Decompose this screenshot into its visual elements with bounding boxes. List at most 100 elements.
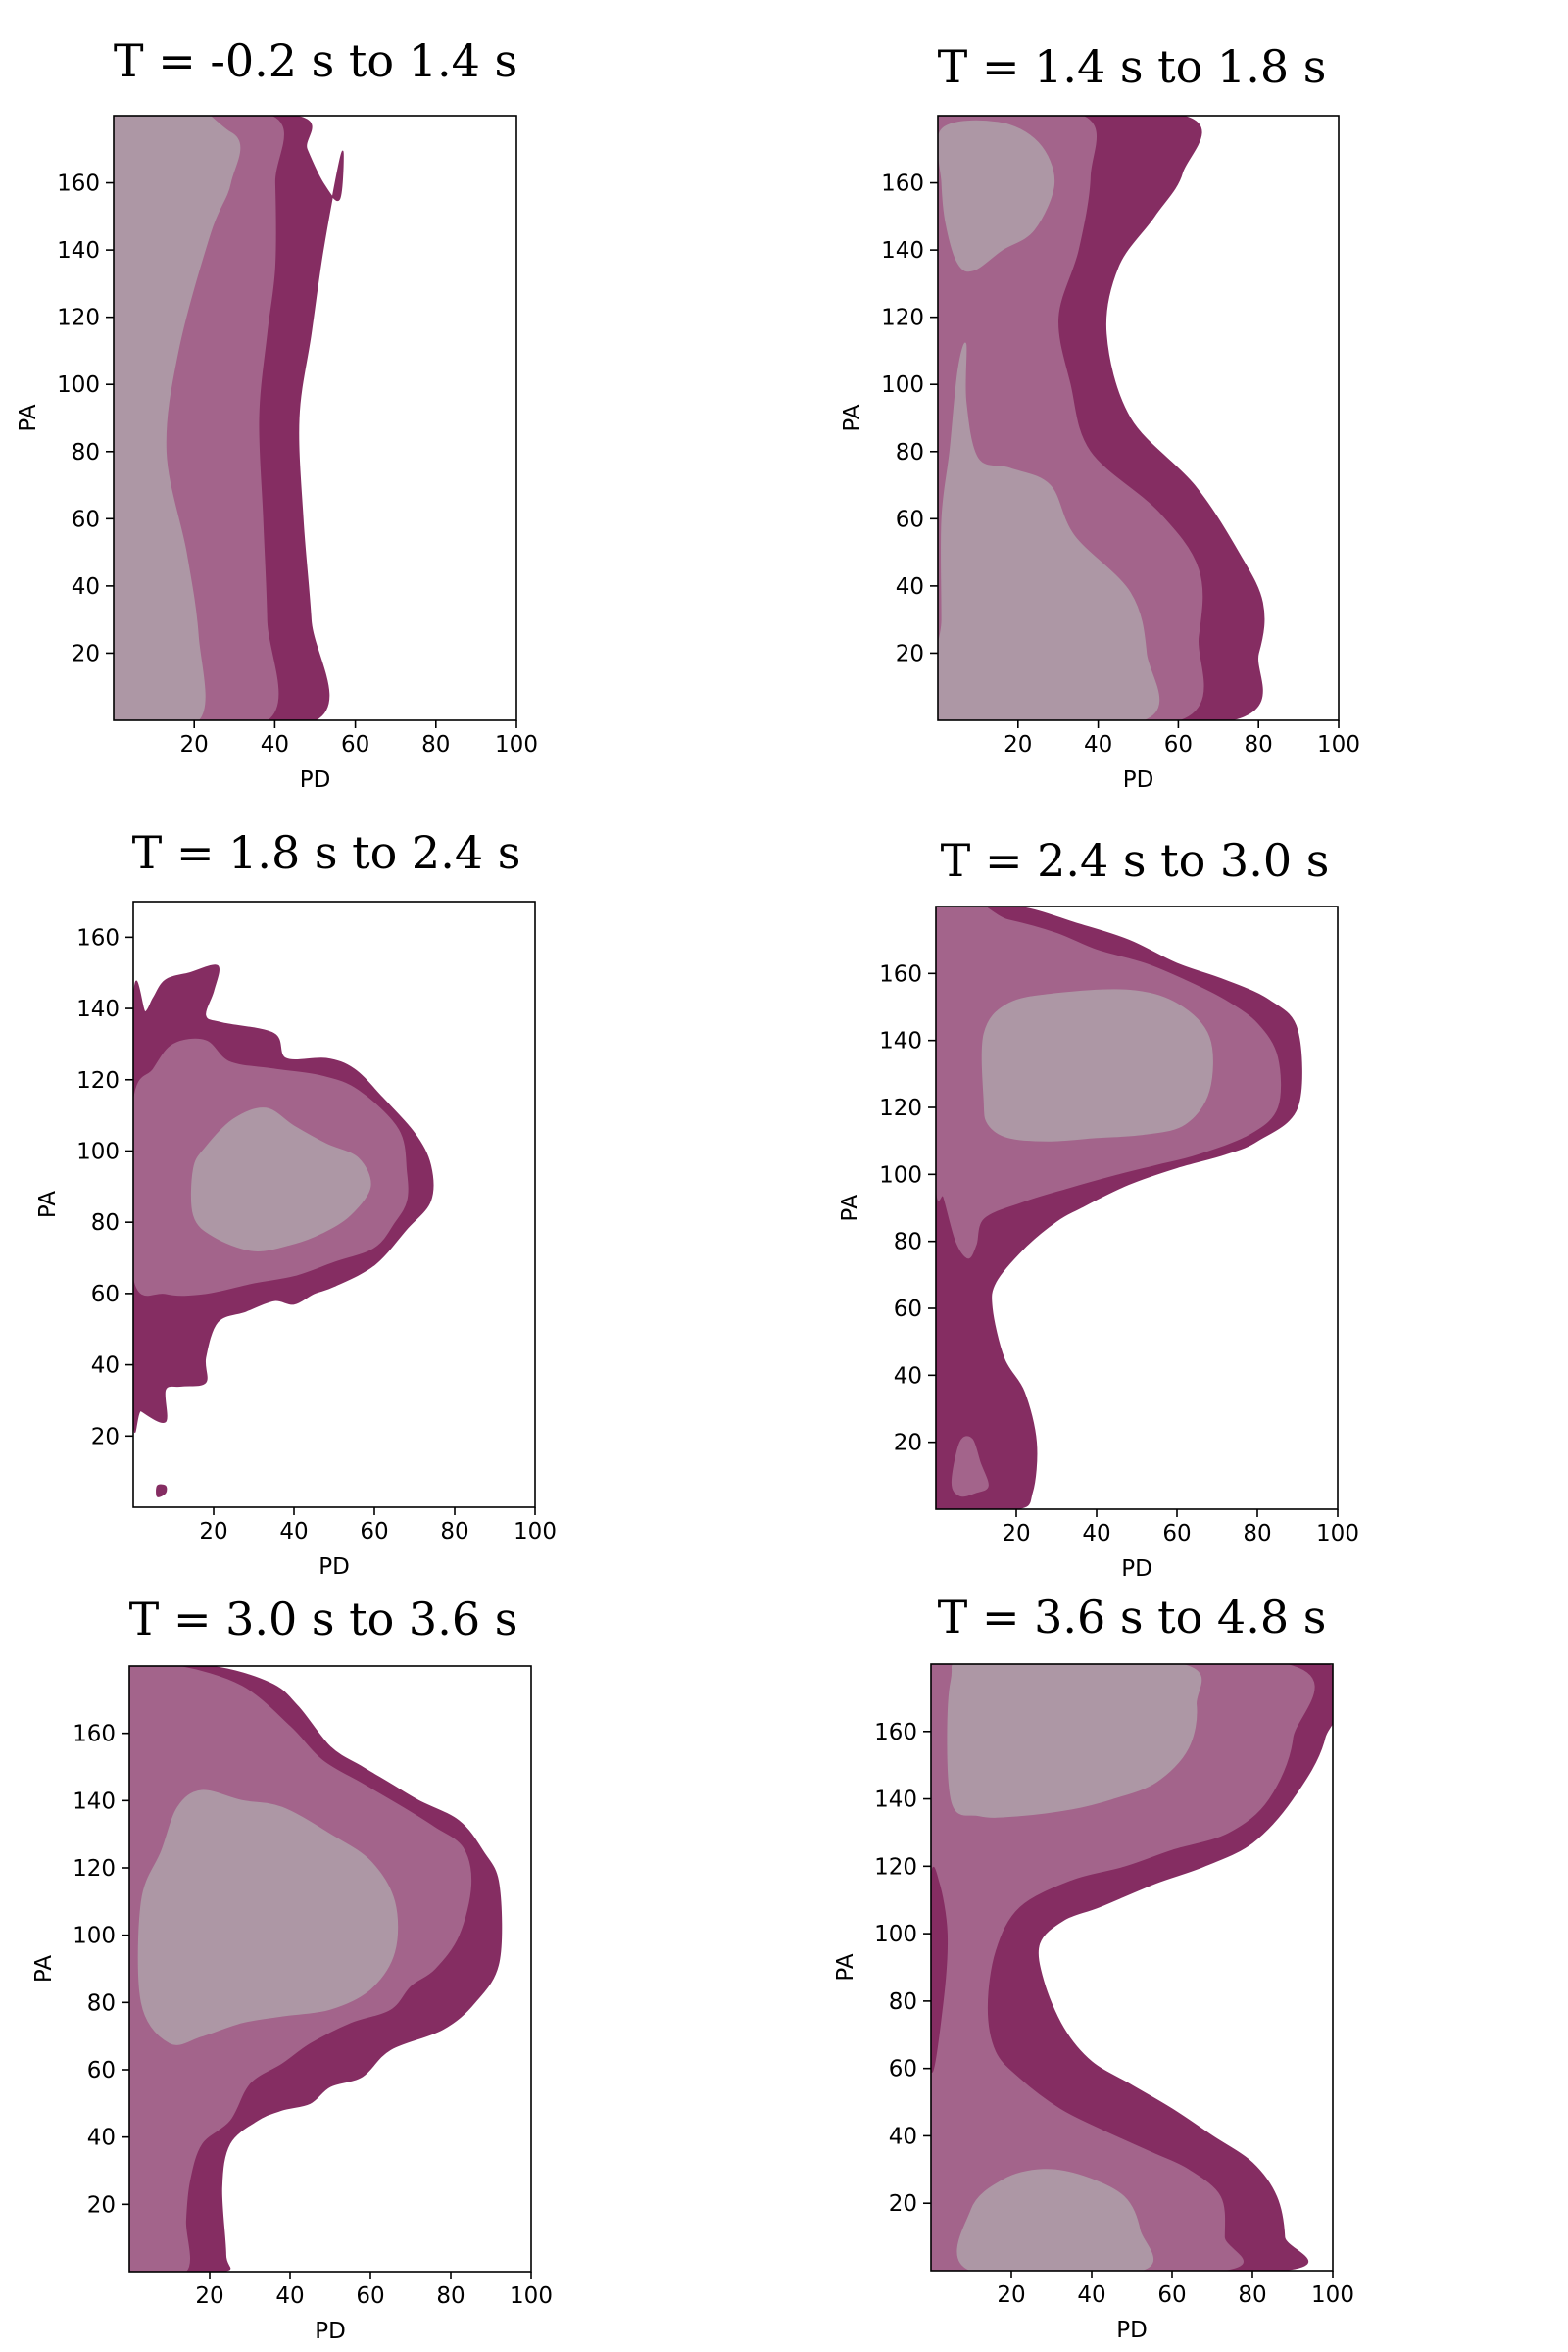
panel-3-ytick-label-20: 20	[91, 1424, 120, 1449]
panel-5-xtick-label-20: 20	[195, 2283, 223, 2309]
panel-1-contours	[114, 116, 344, 720]
panel-6-xtick-label-60: 60	[1157, 2282, 1186, 2308]
panel-4-xlabel: PD	[1121, 1556, 1152, 1582]
panel-1: T = -0.2 s to 1.4 s 20 40 60 80 100 20 40 60 80 10…	[16, 34, 538, 793]
panel-1-title: T = -0.2 s to 1.4 s	[114, 34, 517, 87]
panel-2-xtick-label-40: 40	[1084, 732, 1112, 758]
panel-4: T = 2.4 s to 3.0 s 20 40 60 80 100 20 40 60 80 100…	[838, 834, 1359, 1582]
panel-6-xlabel: PD	[1116, 2318, 1148, 2343]
panel-4-xtick-label-80: 80	[1243, 1521, 1271, 1546]
panel-5-title: T = 3.0 s to 3.6 s	[129, 1592, 518, 1645]
panel-1-ytick-label-160: 160	[57, 172, 100, 197]
panel-5-ytick-label-60: 60	[87, 2058, 116, 2083]
panel-1-ytick-label-120: 120	[57, 306, 100, 331]
panel-4-contour-level-4	[951, 1436, 989, 1497]
panel-2-contour-level-3	[938, 342, 1160, 720]
panel-2-ylabel: PA	[840, 404, 865, 431]
panel-4-xtick-label-60: 60	[1162, 1521, 1191, 1546]
panel-6-axes-frame	[930, 1663, 1334, 2272]
panel-2-xtick-label-80: 80	[1245, 732, 1273, 758]
panel-2-ytick-label-120: 120	[881, 306, 924, 331]
panel-6-title: T = 3.6 s to 4.8 s	[938, 1591, 1327, 1643]
panel-6-ytick-label-120: 120	[874, 1854, 917, 1880]
panel-4-ylabel: PA	[838, 1194, 863, 1221]
panel-4-ytick-label-60: 60	[894, 1297, 922, 1322]
panel-4-xtick-label-40: 40	[1082, 1521, 1110, 1546]
panel-3-ytick-label-40: 40	[91, 1353, 120, 1379]
panel-3-contours	[133, 964, 434, 1497]
panel-1-ylabel: PA	[16, 404, 41, 431]
panel-5-xtick-label-80: 80	[436, 2283, 465, 2309]
panel-5-ytick-label-80: 80	[87, 1990, 116, 2016]
panel-4-ytick-label-140: 140	[879, 1029, 922, 1054]
panel-6-ylabel: PA	[833, 1953, 858, 1981]
panel-5-ytick-label-140: 140	[73, 1788, 116, 1814]
panel-2-ytick-label-140: 140	[881, 238, 924, 264]
panel-5-contours	[129, 1666, 503, 2272]
panel-4-xtick-label-20: 20	[1002, 1521, 1030, 1546]
panel-5-ytick-label-100: 100	[73, 1924, 116, 1949]
panel-1-ytick-label-140: 140	[57, 238, 100, 264]
panel-1-contour-level-3	[114, 116, 241, 720]
panel-3-axes-frame	[132, 901, 536, 1508]
panel-3-xtick-label-40: 40	[279, 1519, 308, 1544]
panel-2-ytick-label-100: 100	[881, 372, 924, 398]
panel-1-axes-frame	[113, 115, 517, 721]
panel-2-contours	[938, 116, 1265, 720]
panel-6-contour-level-2	[931, 1664, 1315, 2271]
panel-3-ytick-label-140: 140	[76, 997, 120, 1022]
panel-6: T = 3.6 s to 4.8 s 20 40 60 80 100 20 40 60 80 100…	[833, 1591, 1354, 2343]
panel-1-ytick-label-20: 20	[72, 641, 100, 666]
panel-2-xtick-label-20: 20	[1004, 732, 1032, 758]
panel-6-ytick-label-40: 40	[889, 2124, 917, 2149]
panel-3-xtick-label-20: 20	[199, 1519, 227, 1544]
panel-6-xtick-label-100: 100	[1311, 2282, 1354, 2308]
panel-6-contour-level-5	[931, 1866, 949, 2073]
panel-2-xtick-label-100: 100	[1317, 732, 1360, 758]
panel-5-ytick-label-160: 160	[73, 1722, 116, 1747]
panel-6-ytick-label-20: 20	[889, 2191, 917, 2217]
panel-3: T = 1.8 s to 2.4 s 20 40 60 80 100 20 40 60 80 100…	[35, 826, 557, 1580]
panel-5-ytick-label-40: 40	[87, 2126, 116, 2151]
panel-5-axes-frame	[128, 1665, 532, 2273]
panel-6-ytick-label-160: 160	[874, 1720, 917, 1745]
panel-3-ylabel: PA	[35, 1191, 61, 1218]
panel-2-ytick-label-160: 160	[881, 172, 924, 197]
panel-2-contour-level-4	[938, 120, 1055, 272]
panel-1-xlabel: PD	[300, 767, 331, 793]
panel-5-xtick-label-60: 60	[356, 2283, 384, 2309]
panel-4-ytick-label-80: 80	[894, 1230, 922, 1255]
panel-1-ytick-label-100: 100	[57, 372, 100, 398]
panel-1-xtick-label-60: 60	[341, 732, 369, 758]
panel-1-ytick-label-80: 80	[72, 440, 100, 466]
panel-4-ytick-label-100: 100	[879, 1162, 922, 1188]
panel-4-ytick-label-20: 20	[894, 1431, 922, 1456]
panel-3-title: T = 1.8 s to 2.4 s	[132, 826, 521, 879]
panel-2-ytick-label-20: 20	[896, 641, 924, 666]
panel-6-ytick-label-100: 100	[874, 1922, 917, 1947]
panel-3-xlabel: PD	[318, 1554, 350, 1580]
panel-6-ytick-label-140: 140	[874, 1788, 917, 1813]
panel-4-contours	[936, 906, 1302, 1509]
panel-3-ytick-label-120: 120	[76, 1068, 120, 1094]
panel-3-ytick-label-100: 100	[76, 1139, 120, 1164]
panel-5-ylabel: PA	[31, 1955, 57, 1983]
panel-5-xtick-label-100: 100	[510, 2283, 553, 2309]
panel-6-ytick-label-60: 60	[889, 2057, 917, 2082]
panel-6-contours	[931, 1664, 1333, 2271]
panel-2-title: T = 1.4 s to 1.8 s	[938, 40, 1327, 93]
panel-6-contour-level-4	[956, 2169, 1154, 2271]
panel-3-ytick-label-60: 60	[91, 1282, 120, 1307]
panel-4-title: T = 2.4 s to 3.0 s	[941, 834, 1330, 887]
panel-6-xtick-label-40: 40	[1077, 2282, 1105, 2308]
panel-3-contour-level-3	[190, 1107, 371, 1251]
panel-6-xtick-label-20: 20	[997, 2282, 1025, 2308]
panel-1-xtick-label-20: 20	[180, 732, 209, 758]
panel-1-xtick-label-40: 40	[261, 732, 289, 758]
panel-5-contour-level-3	[137, 1789, 399, 2045]
panel-3-xtick-label-100: 100	[514, 1519, 557, 1544]
panel-1-ytick-label-60: 60	[72, 507, 100, 532]
panel-2-ytick-label-40: 40	[896, 574, 924, 600]
panel-3-xtick-label-80: 80	[440, 1519, 468, 1544]
